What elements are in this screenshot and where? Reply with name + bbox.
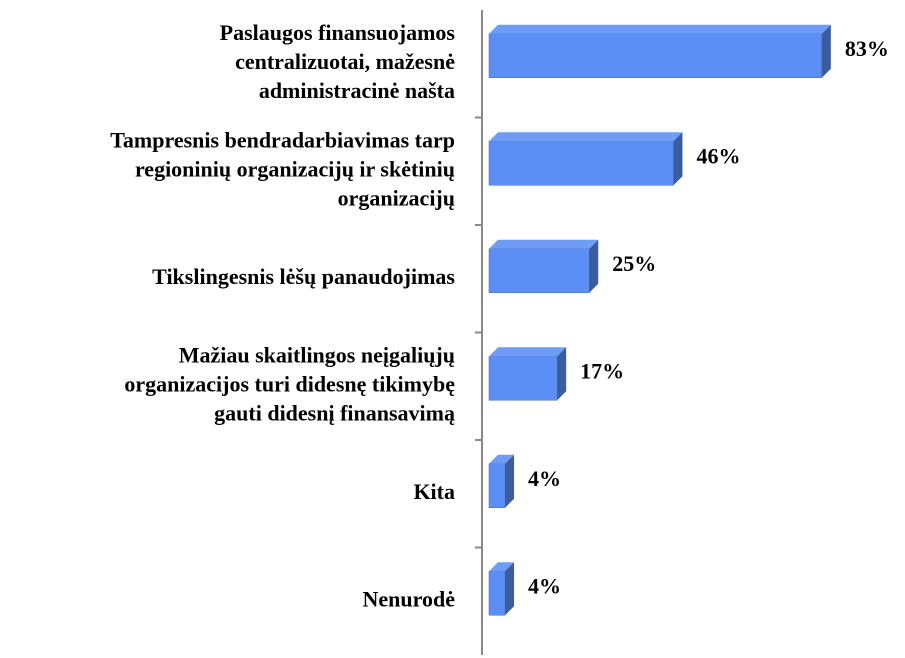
value-label: 46%	[696, 143, 740, 168]
bar-top	[489, 454, 515, 464]
bar-side	[505, 562, 515, 616]
value-label: 4%	[528, 573, 561, 598]
bar	[488, 454, 515, 508]
bar-side	[557, 347, 567, 401]
value-label: 83%	[845, 36, 889, 61]
category-label: Tampresnis bendradarbiavimas tarp	[110, 127, 455, 152]
category-label: Nenurodė	[363, 586, 456, 611]
bar-top	[489, 347, 567, 357]
category-label: administracinė našta	[259, 78, 455, 103]
bar	[488, 132, 683, 186]
bar-top	[489, 24, 831, 34]
bar-front	[488, 141, 674, 186]
category-label: organizacijos turi didesnę tikimybę	[124, 371, 455, 396]
value-label: 4%	[528, 466, 561, 491]
bar-front	[488, 463, 506, 508]
bar	[488, 24, 831, 78]
value-label: 25%	[612, 251, 656, 276]
bar-front	[488, 356, 558, 401]
value-label: 17%	[580, 358, 624, 383]
category-label: Tikslingesnis lėšų panaudojimas	[152, 264, 455, 289]
bar-front	[488, 248, 590, 293]
category-label: gauti didesnį finansavimą	[214, 400, 455, 425]
bar-side	[589, 239, 599, 293]
category-label: regioninių organizacijų ir skėtinių	[135, 156, 455, 181]
category-label: Mažiau skaitlingos neįgaliųjų	[179, 342, 455, 367]
category-label: organizacijų	[338, 185, 455, 210]
bar	[488, 347, 567, 401]
bar-side	[821, 24, 831, 78]
bar-top	[489, 562, 515, 572]
bar-side	[673, 132, 683, 186]
bar	[488, 239, 599, 293]
bar-top	[489, 132, 683, 142]
bar-top	[489, 239, 599, 249]
bar	[488, 562, 515, 616]
bar-front	[488, 33, 823, 78]
category-label: Paslaugos finansuojamos	[220, 20, 456, 45]
bar-front	[488, 571, 506, 616]
category-label: centralizuotai, mažesnė	[235, 49, 455, 74]
bar-side	[505, 454, 515, 508]
category-label: Kita	[413, 479, 455, 504]
